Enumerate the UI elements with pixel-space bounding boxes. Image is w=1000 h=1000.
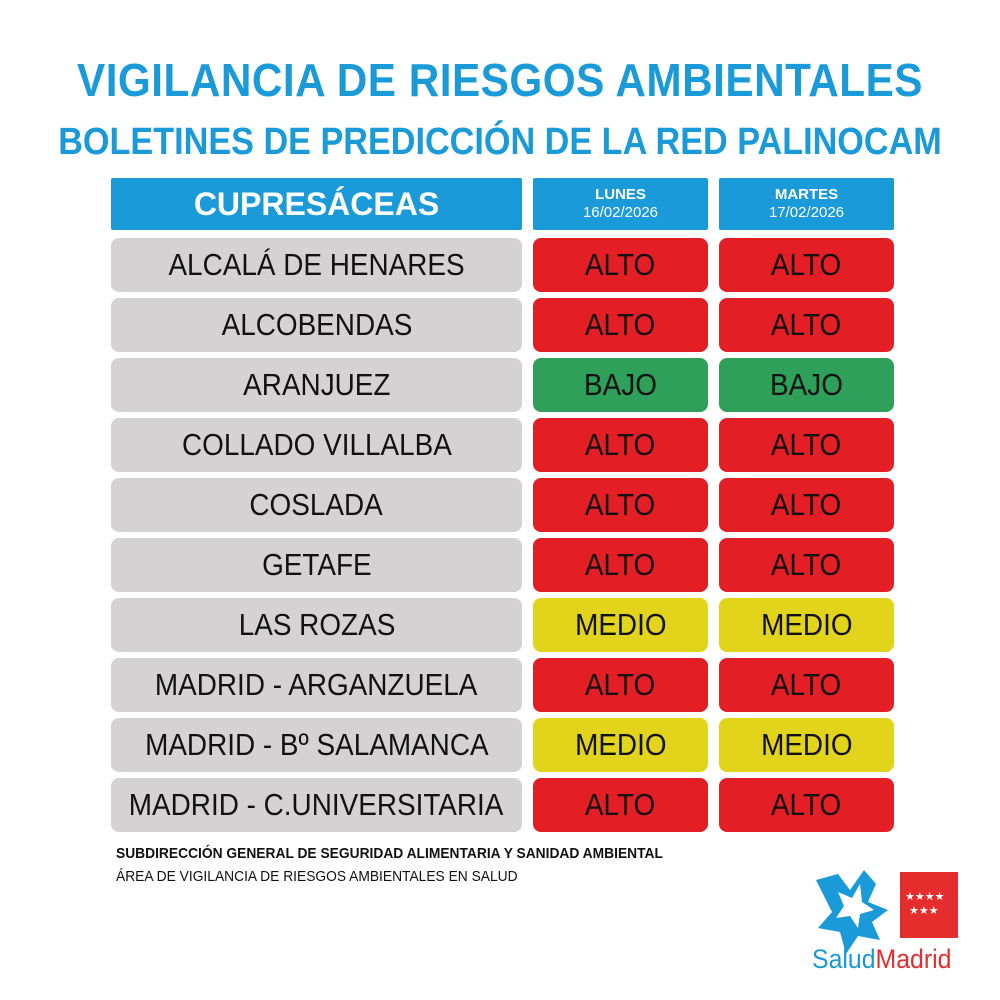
level-cell-day2: MEDIO [719,598,894,652]
city-name: MADRID - Bº SALAMANCA [144,727,489,762]
level-label: BAJO [770,367,843,402]
level-cell-day1: MEDIO [533,598,708,652]
level-label: ALTO [771,667,842,702]
footer-area: ÁREA DE VIGILANCIA DE RIESGOS AMBIENTALE… [116,868,518,885]
level-cell-day1: ALTO [533,298,708,352]
table-row: MADRID - C.UNIVERSITARIA ALTO ALTO [111,778,894,832]
level-label: ALTO [585,487,656,522]
city-cell: ALCALÁ DE HENARES [111,238,522,292]
level-cell-day2: ALTO [719,238,894,292]
footer-department: SUBDIRECCIÓN GENERAL DE SEGURIDAD ALIMEN… [116,845,663,862]
day-name: LUNES [595,186,646,203]
table-row: ALCOBENDAS ALTO ALTO [111,298,894,352]
level-label: ALTO [585,427,656,462]
city-cell: COSLADA [111,478,522,532]
city-cell: MADRID - ARGANZUELA [111,658,522,712]
wordmark-madrid: Madrid [875,944,952,974]
level-cell-day2: ALTO [719,418,894,472]
city-cell: LAS ROZAS [111,598,522,652]
day-name: MARTES [774,186,839,203]
level-label: MEDIO [760,727,853,762]
city-name: MADRID - ARGANZUELA [155,667,478,702]
level-cell-day2: ALTO [719,478,894,532]
level-label: MEDIO [574,607,667,642]
city-cell: MADRID - Bº SALAMANCA [111,718,522,772]
table-row: LAS ROZAS MEDIO MEDIO [111,598,894,652]
city-cell: MADRID - C.UNIVERSITARIA [111,778,522,832]
salud-madrid-star-logo-icon: ★★★★ ★★★ [816,870,958,954]
city-cell: ALCOBENDAS [111,298,522,352]
level-cell-day1: ALTO [533,658,708,712]
level-label: ALTO [585,547,656,582]
day-date: 16/02/2026 [582,204,659,221]
forecast-table: ALCALÁ DE HENARES ALTO ALTO ALCOBENDAS A… [111,238,894,838]
level-label: ALTO [585,247,656,282]
level-cell-day2: ALTO [719,658,894,712]
level-cell-day1: ALTO [533,418,708,472]
city-name: LAS ROZAS [238,607,395,642]
city-name: MADRID - C.UNIVERSITARIA [129,787,504,822]
city-name: ALCALÁ DE HENARES [168,247,465,282]
level-label: MEDIO [760,607,853,642]
city-name: GETAFE [261,547,372,582]
level-cell-day1: ALTO [533,778,708,832]
city-name: COSLADA [249,487,384,522]
table-row: COLLADO VILLALBA ALTO ALTO [111,418,894,472]
table-row: MADRID - ARGANZUELA ALTO ALTO [111,658,894,712]
level-label: ALTO [771,487,842,522]
level-cell-day2: MEDIO [719,718,894,772]
day-date: 17/02/2026 [768,204,845,221]
city-cell: COLLADO VILLALBA [111,418,522,472]
city-name: ALCOBENDAS [221,307,412,342]
level-cell-day1: BAJO [533,358,708,412]
city-cell: GETAFE [111,538,522,592]
table-row: ALCALÁ DE HENARES ALTO ALTO [111,238,894,292]
level-label: ALTO [771,247,842,282]
category-header: CUPRESÁCEAS [111,178,522,230]
level-cell-day1: ALTO [533,478,708,532]
level-label: ALTO [585,787,656,822]
level-label: ALTO [771,427,842,462]
level-cell-day1: ALTO [533,538,708,592]
level-label: BAJO [584,367,657,402]
table-row: MADRID - Bº SALAMANCA MEDIO MEDIO [111,718,894,772]
table-row: COSLADA ALTO ALTO [111,478,894,532]
wordmark-salud: Salud [812,944,876,974]
level-label: ALTO [771,307,842,342]
svg-text:★★★: ★★★ [909,904,939,917]
level-cell-day1: MEDIO [533,718,708,772]
table-row: GETAFE ALTO ALTO [111,538,894,592]
city-name: ARANJUEZ [242,367,391,402]
level-cell-day2: ALTO [719,538,894,592]
svg-text:★★★★: ★★★★ [905,890,945,903]
page-subtitle: BOLETINES DE PREDICCIÓN DE LA RED PALINO… [58,121,942,163]
level-cell-day2: ALTO [719,778,894,832]
day-header-2: MARTES 17/02/2026 [719,178,894,230]
table-row: ARANJUEZ BAJO BAJO [111,358,894,412]
level-label: ALTO [771,787,842,822]
level-cell-day1: ALTO [533,238,708,292]
category-label: CUPRESÁCEAS [193,185,440,222]
city-cell: ARANJUEZ [111,358,522,412]
level-label: MEDIO [574,727,667,762]
level-cell-day2: ALTO [719,298,894,352]
city-name: COLLADO VILLALBA [181,427,452,462]
day-header-1: LUNES 16/02/2026 [533,178,708,230]
page-title: VIGILANCIA DE RIESGOS AMBIENTALES [77,54,923,106]
level-label: ALTO [585,307,656,342]
level-label: ALTO [771,547,842,582]
level-label: ALTO [585,667,656,702]
level-cell-day2: BAJO [719,358,894,412]
salud-madrid-wordmark: SaludMadrid [812,944,951,975]
